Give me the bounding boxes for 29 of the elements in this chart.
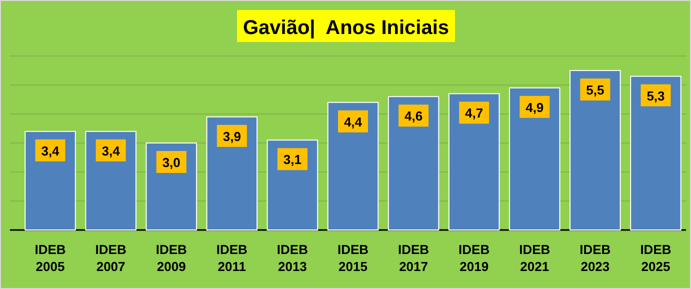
bar [509, 87, 560, 230]
bar [570, 70, 621, 230]
x-tick-label: IDEB 2021 [519, 242, 550, 274]
bar [388, 96, 440, 230]
data-label: 5,5 [586, 82, 604, 98]
data-label: 3,0 [162, 155, 180, 170]
x-tick-label: IDEB 2019 [458, 242, 490, 274]
bar [327, 102, 379, 230]
data-label: 3,4 [41, 143, 60, 158]
data-label: 3,4 [102, 143, 121, 158]
data-label: 4,4 [344, 114, 363, 130]
data-label: 3,9 [222, 128, 241, 144]
data-label: 3,1 [283, 152, 302, 168]
data-label: 4,6 [404, 108, 423, 124]
bar [630, 76, 682, 230]
data-label: 4,9 [526, 100, 544, 115]
x-tick-label: IDEB 2009 [156, 242, 187, 274]
chart-title: Gavião| Anos Iniciais [242, 17, 450, 39]
x-tick-label: IDEB 2005 [34, 242, 66, 274]
x-tick-label: IDEB 2015 [337, 242, 369, 274]
x-tick-label: IDEB 2017 [398, 242, 430, 274]
data-label: 5,3 [646, 88, 665, 104]
data-label: 4,7 [465, 106, 484, 121]
x-tick-label: IDEB 2025 [640, 242, 672, 274]
x-tick-label: IDEB 2013 [276, 242, 308, 274]
bar [448, 93, 500, 230]
x-tick-label: IDEB 2023 [580, 242, 611, 274]
x-tick-label: IDEB 2007 [95, 242, 126, 274]
x-tick-label: IDEB 2011 [216, 242, 248, 274]
